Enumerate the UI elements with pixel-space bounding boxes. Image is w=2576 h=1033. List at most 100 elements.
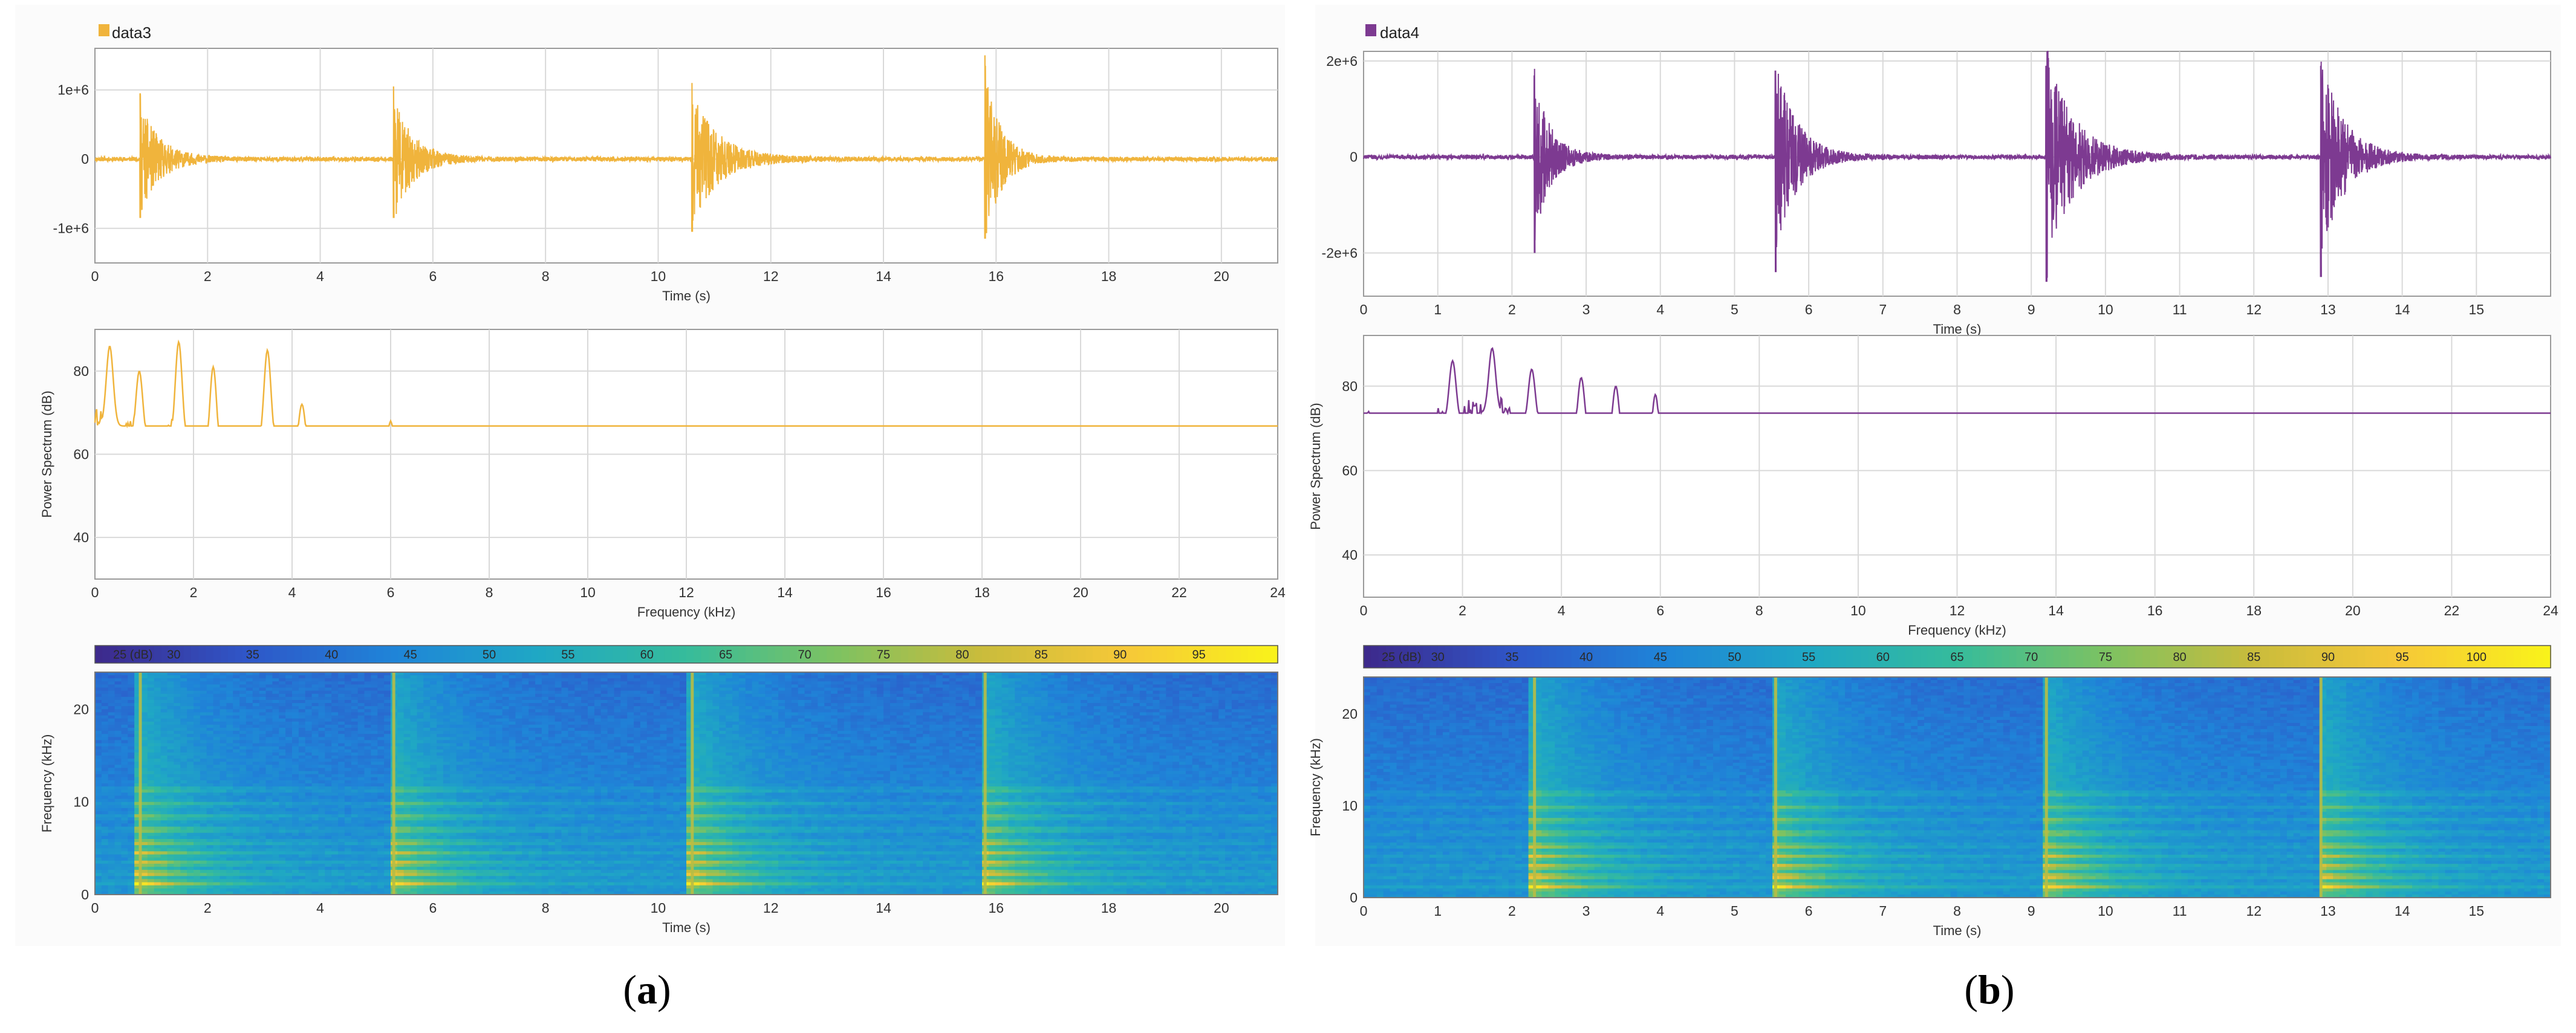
heatmap-cell	[516, 774, 523, 778]
heatmap-cell	[312, 876, 319, 879]
heatmap-cell	[417, 706, 424, 710]
heatmap-cell	[450, 712, 457, 716]
heatmap-cell	[469, 753, 476, 756]
colorbar-cell	[1174, 646, 1182, 663]
heatmap-cell	[161, 703, 168, 707]
heatmap-cell	[496, 792, 503, 796]
heatmap-cell	[187, 808, 194, 812]
heatmap-cell	[272, 833, 279, 837]
heatmap-cell	[371, 789, 378, 793]
heatmap-cell	[239, 700, 247, 704]
heatmap-cell	[226, 848, 233, 852]
heatmap-cell	[299, 792, 306, 796]
heatmap-cell	[312, 879, 319, 882]
heatmap-cell	[253, 762, 260, 765]
heatmap-cell	[272, 740, 279, 743]
heatmap-cell	[371, 802, 378, 806]
heatmap-cell	[115, 700, 122, 704]
heatmap-cell	[299, 688, 306, 691]
heatmap-cell	[423, 731, 431, 734]
heatmap-cell	[404, 789, 411, 793]
heatmap-cell	[305, 756, 313, 759]
heatmap-cell	[292, 753, 299, 756]
heatmap-cell	[305, 750, 313, 753]
heatmap-cell	[187, 861, 194, 864]
heatmap-cell	[168, 762, 175, 765]
heatmap-cell	[325, 827, 332, 831]
heatmap-cell	[331, 786, 339, 790]
heatmap-cell	[516, 795, 523, 799]
heatmap-cell	[450, 833, 457, 837]
heatmap-cell	[483, 855, 490, 858]
heatmap-cell	[279, 879, 286, 882]
heatmap-cell	[489, 861, 496, 864]
heatmap-cell	[450, 681, 457, 685]
heatmap-cell	[437, 808, 444, 812]
heatmap-cell	[285, 765, 293, 768]
heatmap-cell	[469, 780, 476, 784]
heatmap-cell	[207, 827, 214, 831]
heatmap-cell	[411, 792, 418, 796]
heatmap-cell	[423, 706, 431, 710]
heatmap-cell	[161, 743, 168, 747]
heatmap-cell	[377, 839, 385, 843]
heatmap-cell	[266, 886, 273, 889]
heatmap-cell	[141, 879, 148, 882]
heatmap-cell	[187, 786, 194, 790]
heatmap-cell	[469, 675, 476, 679]
heatmap-cell	[122, 889, 129, 892]
heatmap-cell	[516, 842, 523, 846]
heatmap-cell	[443, 750, 450, 753]
heatmap-cell	[161, 792, 168, 796]
heatmap-cell	[384, 678, 391, 682]
heatmap-cell	[437, 722, 444, 725]
heatmap-cell	[259, 861, 267, 864]
colorbar-cell	[198, 646, 206, 663]
heatmap-cell	[154, 820, 161, 824]
heatmap-cell	[457, 743, 464, 747]
heatmap-cell	[437, 777, 444, 781]
heatmap-cell	[469, 851, 476, 855]
heatmap-cell	[371, 811, 378, 815]
heatmap-cell	[312, 855, 319, 858]
heatmap-cell	[207, 889, 214, 892]
heatmap-cell	[259, 889, 267, 892]
heatmap-cell	[266, 774, 273, 778]
heatmap-cell	[299, 823, 306, 827]
heatmap-cell	[207, 808, 214, 812]
heatmap-cell	[95, 799, 102, 803]
heatmap-cell	[503, 889, 510, 892]
heatmap-cell	[469, 867, 476, 870]
heatmap-cell	[516, 765, 523, 768]
heatmap-cell	[503, 688, 510, 691]
heatmap-cell	[384, 675, 391, 679]
colorbar-tick-label: 50	[483, 649, 496, 662]
heatmap-cell	[187, 688, 194, 691]
heatmap-cell	[365, 795, 372, 799]
heatmap-cell	[187, 725, 194, 728]
heatmap-cell	[299, 728, 306, 731]
heatmap-cell	[430, 827, 437, 831]
heatmap-cell	[450, 771, 457, 775]
heatmap-cell	[312, 765, 319, 768]
heatmap-cell	[200, 737, 207, 740]
colorbar-cell	[597, 646, 605, 663]
heatmap-cell	[305, 786, 313, 790]
heatmap-cell	[154, 762, 161, 765]
heatmap-cell	[285, 789, 293, 793]
heatmap-cell	[319, 811, 326, 815]
heatmap-cell	[305, 753, 313, 756]
heatmap-cell	[180, 836, 187, 840]
heatmap-cell	[522, 820, 529, 824]
heatmap-cell	[509, 678, 516, 682]
heatmap-cell	[430, 694, 437, 698]
heatmap-cell	[509, 789, 516, 793]
heatmap-cell	[430, 759, 437, 762]
heatmap-cell	[417, 867, 424, 870]
heatmap-cell	[95, 777, 102, 781]
heatmap-cell	[469, 740, 476, 743]
heatmap-cell	[266, 703, 273, 707]
heatmap-cell	[272, 886, 279, 889]
heatmap-cell	[174, 688, 181, 691]
heatmap-cell	[285, 873, 293, 876]
